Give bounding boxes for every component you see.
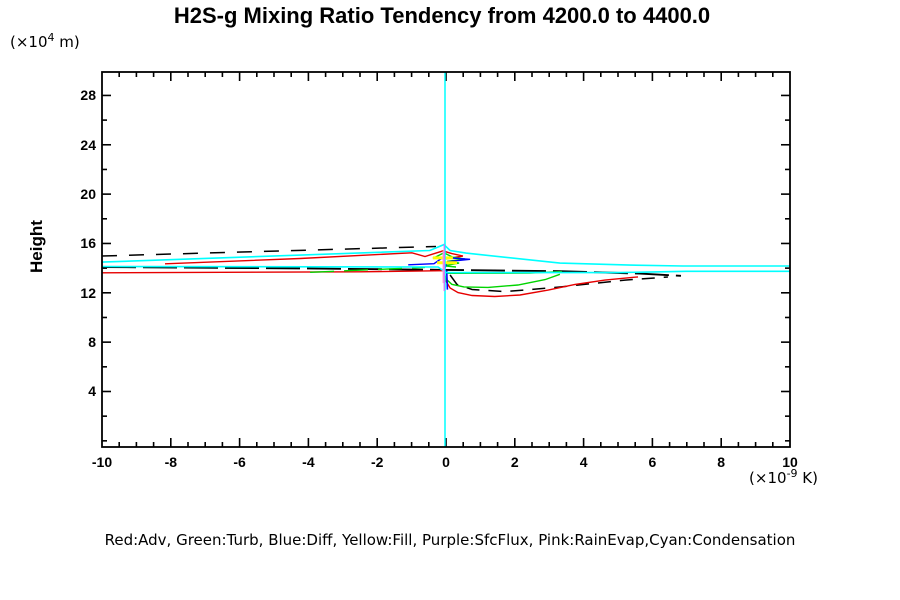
curve-condensation-second-line xyxy=(102,265,790,274)
x-tick-label-8: 8 xyxy=(717,454,726,470)
x-tick-label--6: -6 xyxy=(233,454,246,470)
curve-diff-center-zigzag xyxy=(408,256,471,269)
curve-adv-lower-swoosh xyxy=(443,272,639,298)
y-unit-exponent: 4 xyxy=(47,31,55,44)
axis-ticks xyxy=(102,72,790,447)
curve-adv-upper-left-wing xyxy=(164,250,464,265)
curve-turb-left-wing-dashed xyxy=(310,266,426,273)
x-unit-exponent: -9 xyxy=(786,467,798,480)
curve-adv-left-wing xyxy=(102,270,443,274)
y-tick-label-8: 8 xyxy=(88,334,96,351)
x-tick-label-6: 6 xyxy=(648,454,657,470)
curve-condensation-main-wings xyxy=(102,243,790,267)
y-tick-label-28: 28 xyxy=(80,87,96,104)
curve-net-lower-swoosh-dashed xyxy=(449,274,668,293)
x-tick-label-10: 10 xyxy=(782,454,798,470)
y-tick-label-16: 16 xyxy=(80,235,96,252)
curve-net-upper-left-dashed xyxy=(102,245,437,257)
x-tick-label--8: -8 xyxy=(164,454,178,470)
curve-net-mid-line xyxy=(102,266,682,277)
curve-diff-down-spike xyxy=(445,270,449,290)
x-tick-label-0: 0 xyxy=(442,454,450,470)
curves-group xyxy=(102,72,790,447)
x-tick-label-2: 2 xyxy=(510,454,519,470)
y-tick-label-20: 20 xyxy=(80,186,96,203)
x-axis-unit-label: (×10-9 K) xyxy=(749,467,818,487)
y-tick-label-12: 12 xyxy=(80,284,96,301)
y-axis-unit-label: (×104 m) xyxy=(10,31,80,51)
y-tick-label-24: 24 xyxy=(80,136,96,153)
x-tick-label--2: -2 xyxy=(370,454,384,470)
x-tick-label--4: -4 xyxy=(302,454,315,470)
chart-title: H2S-g Mixing Ratio Tendency from 4200.0 … xyxy=(173,3,711,28)
plot-frame xyxy=(101,71,791,448)
x-tick-label--10: -10 xyxy=(91,454,113,470)
legend-text: Red:Adv, Green:Turb, Blue:Diff, Yellow:F… xyxy=(104,531,796,549)
x-tick-label-4: 4 xyxy=(579,454,588,470)
y-tick-label-4: 4 xyxy=(88,383,96,400)
